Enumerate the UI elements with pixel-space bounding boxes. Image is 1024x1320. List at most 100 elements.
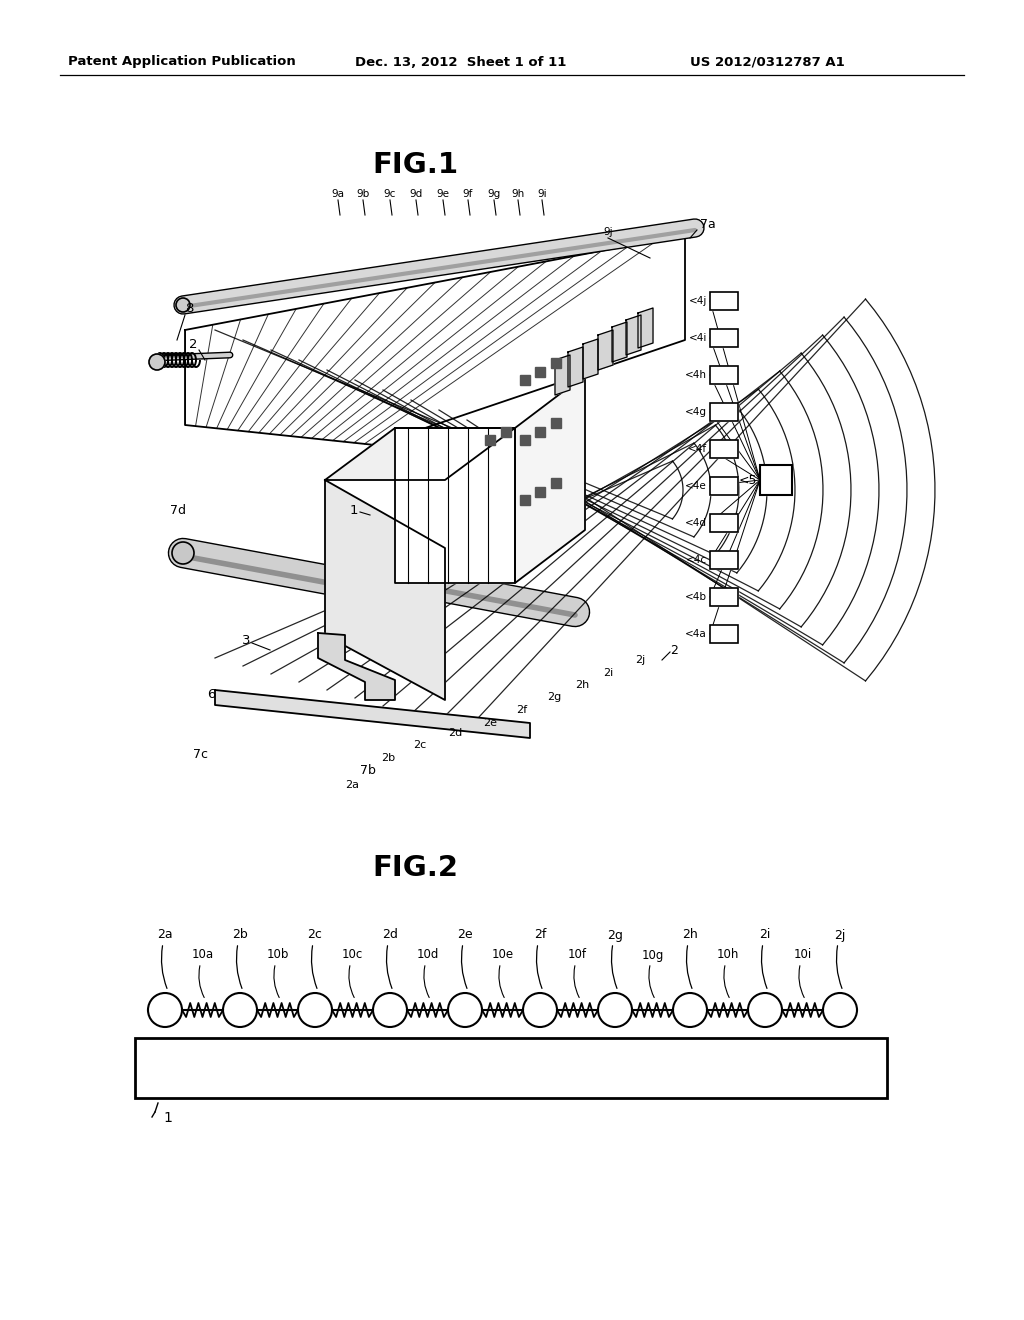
Bar bbox=[710, 366, 738, 384]
Text: 9e: 9e bbox=[436, 189, 450, 199]
Text: 7b: 7b bbox=[360, 763, 376, 776]
Text: 2j: 2j bbox=[835, 928, 846, 941]
Polygon shape bbox=[325, 480, 445, 700]
Text: 7c: 7c bbox=[193, 748, 208, 762]
Text: 2a: 2a bbox=[345, 780, 359, 789]
Text: 2c: 2c bbox=[307, 928, 323, 941]
Text: 10e: 10e bbox=[492, 949, 514, 961]
Text: 2g: 2g bbox=[547, 692, 561, 702]
Bar bbox=[710, 366, 738, 384]
Bar bbox=[485, 436, 495, 445]
Polygon shape bbox=[598, 330, 613, 370]
Text: <4a: <4a bbox=[685, 630, 707, 639]
Text: 3: 3 bbox=[242, 634, 250, 647]
Bar bbox=[551, 358, 561, 368]
Text: 2f: 2f bbox=[534, 928, 546, 941]
Text: <4e: <4e bbox=[685, 480, 707, 491]
Circle shape bbox=[150, 354, 165, 370]
Bar bbox=[710, 329, 738, 347]
Text: 2b: 2b bbox=[232, 928, 248, 941]
Polygon shape bbox=[395, 428, 515, 583]
Circle shape bbox=[523, 993, 557, 1027]
Text: 10f: 10f bbox=[568, 949, 587, 961]
Text: 2g: 2g bbox=[607, 928, 623, 941]
Polygon shape bbox=[318, 634, 395, 700]
Bar bbox=[710, 587, 738, 606]
Text: <4b: <4b bbox=[685, 591, 707, 602]
Text: <4g: <4g bbox=[685, 407, 707, 417]
Text: <4i: <4i bbox=[688, 333, 707, 343]
Bar bbox=[710, 550, 738, 569]
Bar bbox=[710, 440, 738, 458]
Text: 10a: 10a bbox=[191, 949, 214, 961]
Text: 9f: 9f bbox=[463, 189, 473, 199]
Bar bbox=[710, 292, 738, 310]
Polygon shape bbox=[185, 235, 685, 445]
Bar bbox=[710, 550, 738, 569]
Bar bbox=[520, 436, 530, 445]
Bar bbox=[135, 1038, 887, 1098]
Text: 2b: 2b bbox=[381, 752, 395, 763]
Circle shape bbox=[673, 993, 707, 1027]
Text: FIG.1: FIG.1 bbox=[372, 150, 458, 180]
Text: 2h: 2h bbox=[574, 680, 589, 690]
Circle shape bbox=[373, 993, 407, 1027]
Text: 10i: 10i bbox=[794, 949, 812, 961]
Text: 9d: 9d bbox=[410, 189, 423, 199]
Text: 8: 8 bbox=[185, 301, 194, 314]
Bar bbox=[710, 440, 738, 458]
Text: <4d: <4d bbox=[685, 517, 707, 528]
Circle shape bbox=[748, 993, 782, 1027]
Bar bbox=[710, 477, 738, 495]
Bar bbox=[710, 403, 738, 421]
Text: FIG.2: FIG.2 bbox=[372, 854, 458, 882]
Text: 2d: 2d bbox=[382, 928, 398, 941]
Text: Patent Application Publication: Patent Application Publication bbox=[68, 55, 296, 69]
Bar bbox=[535, 426, 545, 437]
Text: 2: 2 bbox=[188, 338, 197, 351]
Bar bbox=[760, 465, 792, 495]
Text: 2d: 2d bbox=[447, 729, 462, 738]
Bar bbox=[710, 292, 738, 310]
Text: 1: 1 bbox=[163, 1111, 172, 1125]
Text: 10h: 10h bbox=[717, 949, 738, 961]
Text: 9c: 9c bbox=[384, 189, 396, 199]
Text: 2e: 2e bbox=[483, 718, 497, 729]
Text: 9i: 9i bbox=[538, 189, 547, 199]
Text: 9b: 9b bbox=[356, 189, 370, 199]
Polygon shape bbox=[325, 428, 515, 480]
Polygon shape bbox=[555, 355, 570, 395]
Polygon shape bbox=[638, 308, 653, 348]
Text: 2c: 2c bbox=[414, 741, 427, 750]
Circle shape bbox=[449, 993, 482, 1027]
Bar bbox=[710, 587, 738, 606]
Text: 2e: 2e bbox=[457, 928, 473, 941]
Text: 10b: 10b bbox=[266, 949, 289, 961]
Bar bbox=[520, 495, 530, 506]
Text: <5: <5 bbox=[738, 474, 757, 487]
Text: 7d: 7d bbox=[170, 503, 186, 516]
Text: <4c: <4c bbox=[686, 554, 707, 565]
Text: 9j: 9j bbox=[603, 227, 612, 238]
Text: <4j: <4j bbox=[688, 296, 707, 306]
Circle shape bbox=[223, 993, 257, 1027]
Polygon shape bbox=[583, 339, 598, 379]
Text: 2h: 2h bbox=[682, 928, 698, 941]
Bar bbox=[710, 624, 738, 643]
Text: 2j: 2j bbox=[635, 655, 645, 665]
Circle shape bbox=[172, 543, 194, 564]
Polygon shape bbox=[215, 690, 530, 738]
Text: 9g: 9g bbox=[487, 189, 501, 199]
Bar bbox=[551, 478, 561, 488]
Text: 10c: 10c bbox=[342, 949, 364, 961]
Polygon shape bbox=[626, 315, 641, 355]
Text: US 2012/0312787 A1: US 2012/0312787 A1 bbox=[690, 55, 845, 69]
Text: 6: 6 bbox=[207, 689, 215, 701]
Text: 2i: 2i bbox=[603, 668, 613, 678]
Circle shape bbox=[176, 298, 190, 312]
Circle shape bbox=[823, 993, 857, 1027]
Bar bbox=[710, 477, 738, 495]
Text: Dec. 13, 2012  Sheet 1 of 11: Dec. 13, 2012 Sheet 1 of 11 bbox=[355, 55, 566, 69]
Polygon shape bbox=[612, 322, 627, 362]
Text: 2f: 2f bbox=[516, 705, 527, 715]
